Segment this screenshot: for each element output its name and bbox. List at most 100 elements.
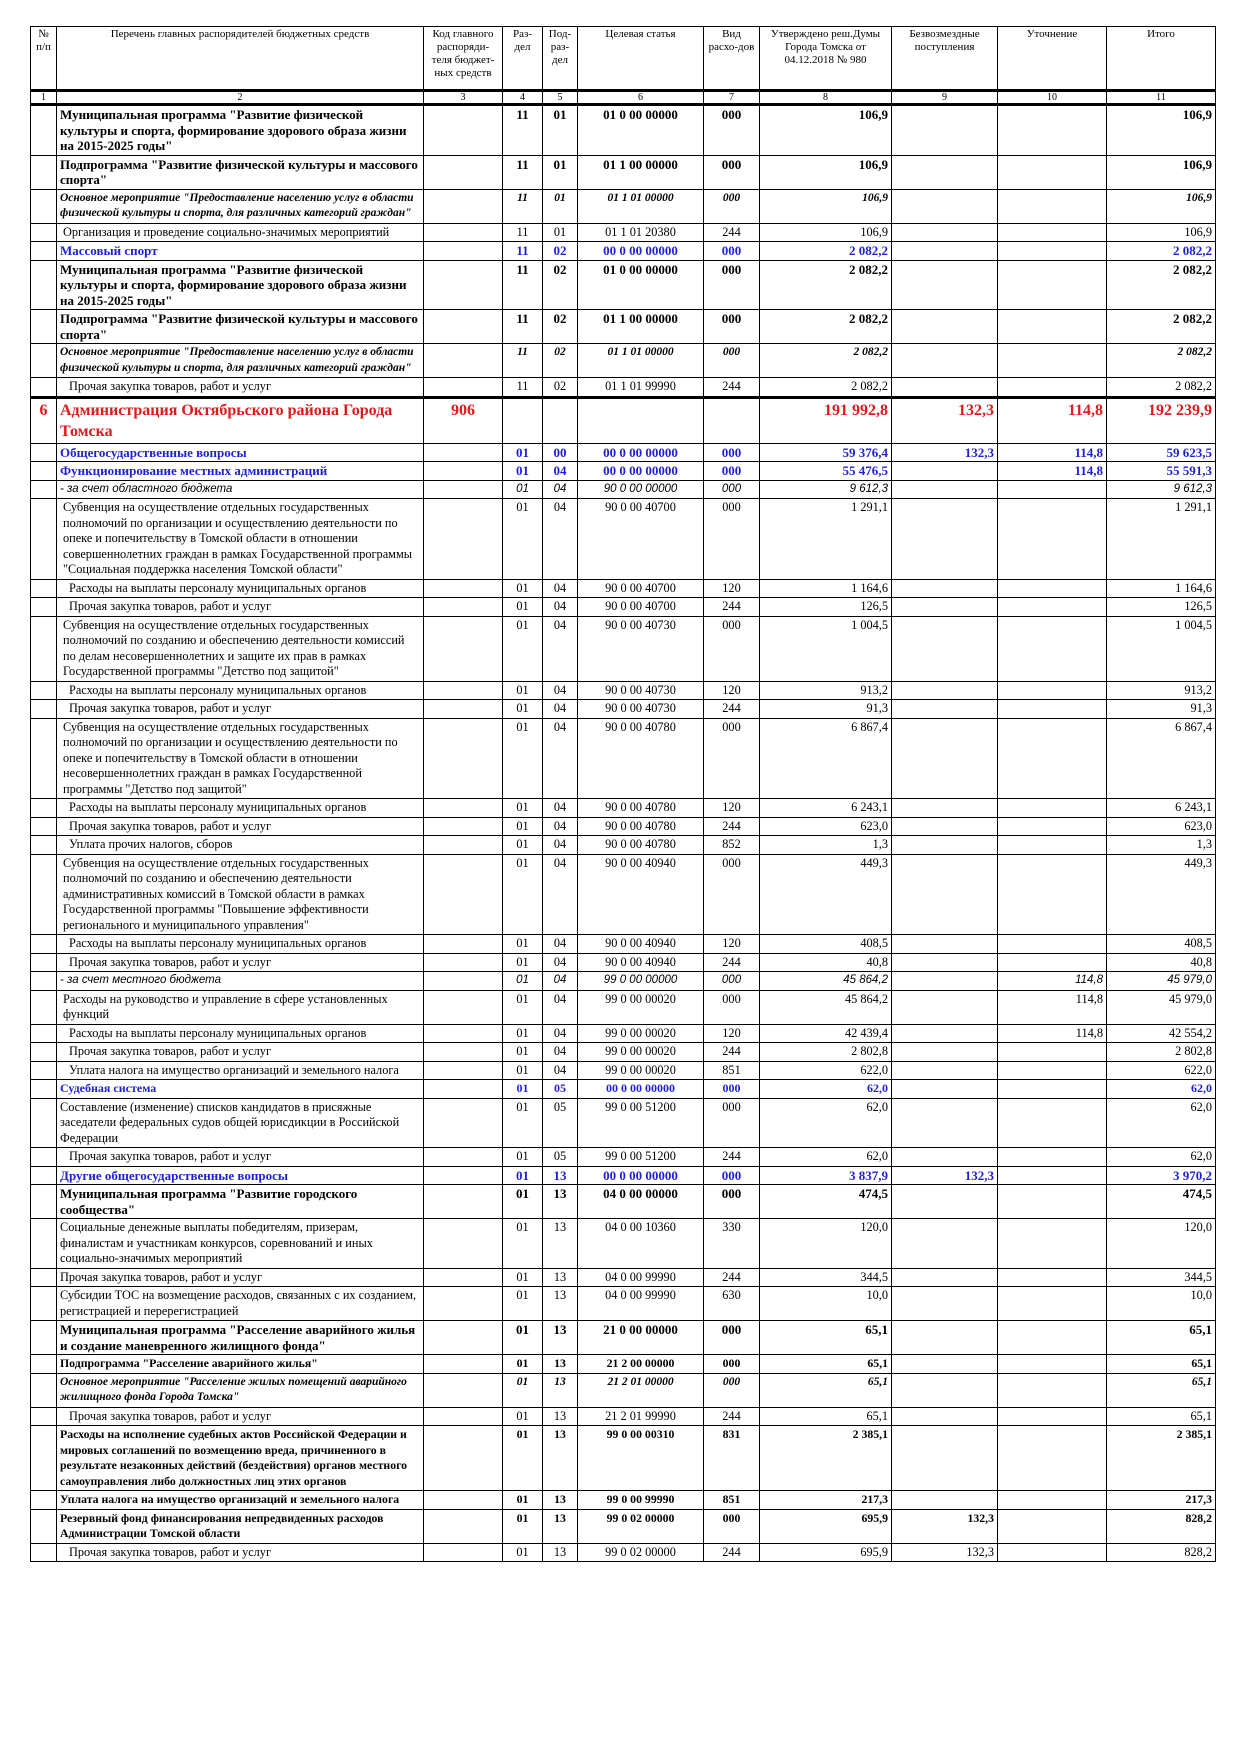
table-cell: Основное мероприятие "Расселение жилых п… xyxy=(56,1372,424,1408)
table-cell xyxy=(997,259,1107,310)
table-cell xyxy=(30,1425,57,1491)
table-cell xyxy=(997,1042,1107,1062)
table-cell xyxy=(891,1023,998,1043)
table-cell: 99 0 00 99990 xyxy=(577,1490,704,1510)
table-cell: Общегосударственные вопросы xyxy=(56,442,424,462)
table-cell xyxy=(891,835,998,855)
table-cell: 05 xyxy=(542,1097,578,1148)
table-cell xyxy=(997,188,1107,224)
table-cell: 106,9 xyxy=(759,154,892,190)
table-row: Муниципальная программа "Развитие физиче… xyxy=(30,104,1216,156)
table-cell: 04 xyxy=(542,934,578,954)
column-number: 5 xyxy=(542,90,578,106)
table-cell xyxy=(997,1490,1107,1510)
table-cell: 2 082,2 xyxy=(1106,259,1216,310)
table-cell xyxy=(997,578,1107,598)
table-cell xyxy=(997,343,1107,378)
table-row: Прочая закупка товаров, работ и услуг 11 0… xyxy=(30,377,1216,398)
table-cell xyxy=(30,241,57,261)
table-cell: 04 xyxy=(542,680,578,700)
table-cell: - за счет местного бюджета xyxy=(56,971,424,991)
table-cell: 04 xyxy=(542,952,578,972)
table-cell xyxy=(30,1079,57,1099)
table-cell: 000 xyxy=(703,989,760,1025)
table-cell: 90 0 00 40730 xyxy=(577,680,704,700)
table-row: Резервный фонд финансирования непредвиде… xyxy=(30,1508,1216,1544)
table-cell: 00 xyxy=(542,442,578,462)
table-cell xyxy=(30,853,57,935)
table-cell xyxy=(997,154,1107,190)
table-cell: 21 2 01 00000 xyxy=(577,1372,704,1408)
table-cell: 01 xyxy=(502,717,543,799)
table-cell: Субвенция на осуществление отдельных гос… xyxy=(56,498,424,580)
table-cell: 831 xyxy=(703,1425,760,1491)
table-cell: 2 802,8 xyxy=(759,1042,892,1062)
table-cell: 05 xyxy=(542,1079,578,1099)
table-cell: 000 xyxy=(703,188,760,224)
table-row: Прочая закупка товаров, работ и услуг 01 1… xyxy=(30,1267,1216,1287)
table-cell: Расходы на выплаты персоналу муниципальн… xyxy=(56,1023,424,1043)
table-row: Расходы на выплаты персоналу муниципальн… xyxy=(30,798,1216,818)
table-cell: 114,8 xyxy=(997,1023,1107,1043)
table-cell: 11 xyxy=(502,104,543,156)
table-cell xyxy=(30,934,57,954)
table-cell: 04 xyxy=(542,615,578,682)
table-row: Прочая закупка товаров, работ и услуг 01 0… xyxy=(30,699,1216,719)
table-cell: 11 xyxy=(502,222,543,242)
table-row: Расходы на исполнение судебных актов Рос… xyxy=(30,1425,1216,1491)
table-cell xyxy=(423,816,503,836)
table-cell: 01 xyxy=(502,461,543,481)
table-row: Расходы на выплаты персоналу муниципальн… xyxy=(30,578,1216,598)
table-cell xyxy=(891,934,998,954)
table-cell xyxy=(423,835,503,855)
table-cell: 04 xyxy=(542,853,578,935)
table-cell xyxy=(30,1147,57,1167)
table-cell: 913,2 xyxy=(1106,680,1216,700)
column-number-row: 1 2 3 4 5 6 7 8 9 10 11 xyxy=(30,90,1216,106)
table-row: Расходы на руководство и управление в сф… xyxy=(30,989,1216,1025)
table-cell: 2 082,2 xyxy=(759,343,892,378)
table-row: Прочая закупка товаров, работ и услуг 01 0… xyxy=(30,597,1216,617)
table-cell: 21 2 00 00000 xyxy=(577,1354,704,1374)
table-cell: 04 xyxy=(542,717,578,799)
table-cell: 474,5 xyxy=(1106,1184,1216,1219)
table-cell: 01 xyxy=(502,1097,543,1148)
table-cell: 90 0 00 40730 xyxy=(577,699,704,719)
column-header: Уточнение xyxy=(997,26,1107,92)
table-cell: 217,3 xyxy=(1106,1490,1216,1510)
table-cell: 01 xyxy=(502,1042,543,1062)
table-cell xyxy=(997,1286,1107,1321)
table-row: Другие общегосударственные вопросы 01 13 00… xyxy=(30,1165,1216,1185)
table-cell: 65,1 xyxy=(759,1354,892,1374)
table-cell: Массовый спорт xyxy=(56,241,424,261)
table-cell: 90 0 00 40700 xyxy=(577,597,704,617)
table-cell: 120,0 xyxy=(759,1218,892,1269)
table-cell: 408,5 xyxy=(1106,934,1216,954)
table-cell: 000 xyxy=(703,241,760,261)
table-cell xyxy=(891,1320,998,1355)
table-cell xyxy=(997,1508,1107,1544)
table-cell xyxy=(423,934,503,954)
table-cell xyxy=(423,1023,503,1043)
table-cell: 01 xyxy=(502,1425,543,1491)
table-cell: 622,0 xyxy=(1106,1060,1216,1080)
table-cell xyxy=(423,154,503,190)
table-cell xyxy=(30,1218,57,1269)
table-cell xyxy=(891,1267,998,1287)
table-cell xyxy=(423,241,503,261)
table-cell: 120 xyxy=(703,578,760,598)
table-cell xyxy=(423,343,503,378)
table-cell: 01 xyxy=(502,1147,543,1167)
table-cell xyxy=(891,1218,998,1269)
table-row: Прочая закупка товаров, работ и услуг 01 0… xyxy=(30,1042,1216,1062)
table-cell xyxy=(891,188,998,224)
table-cell: 01 xyxy=(502,798,543,818)
table-cell xyxy=(30,816,57,836)
column-number: 10 xyxy=(997,90,1107,106)
table-cell: Уплата налога на имущество организаций и… xyxy=(56,1060,424,1080)
table-cell xyxy=(30,1165,57,1185)
table-cell xyxy=(30,1023,57,1043)
column-number: 7 xyxy=(703,90,760,106)
table-cell xyxy=(30,1508,57,1544)
table-cell: 65,1 xyxy=(759,1406,892,1426)
